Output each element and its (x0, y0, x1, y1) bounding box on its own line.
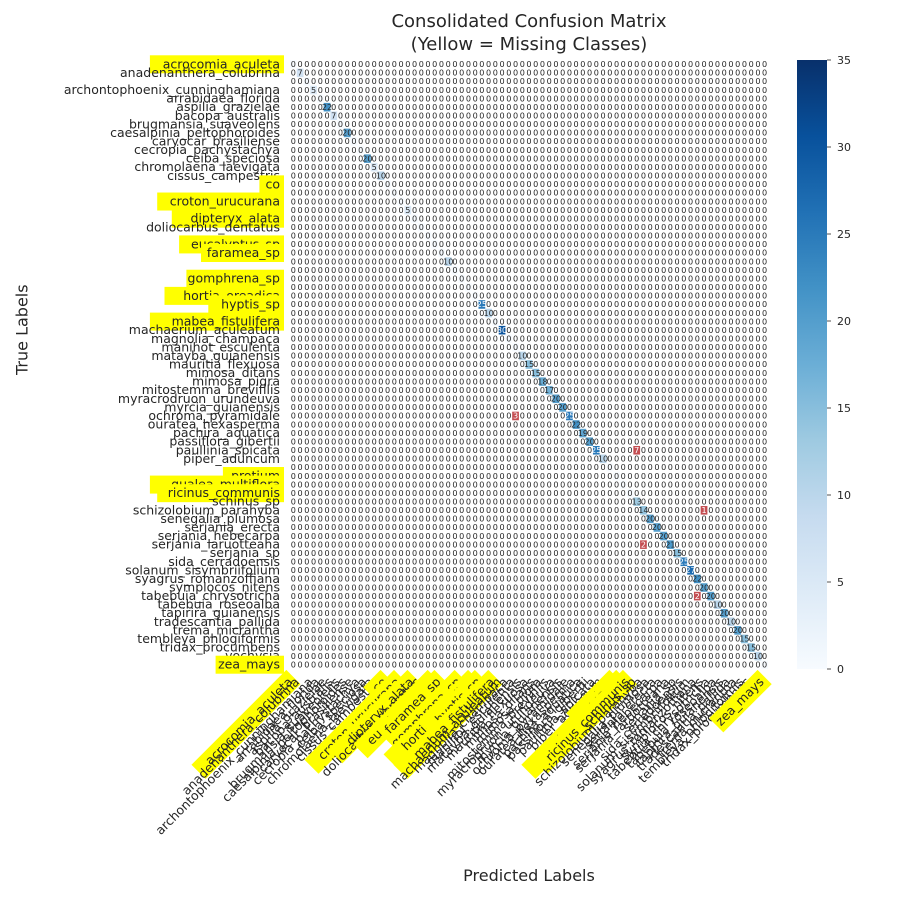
heatmap-cells: 0000000000000000000000000000000000000000… (290, 59, 768, 669)
